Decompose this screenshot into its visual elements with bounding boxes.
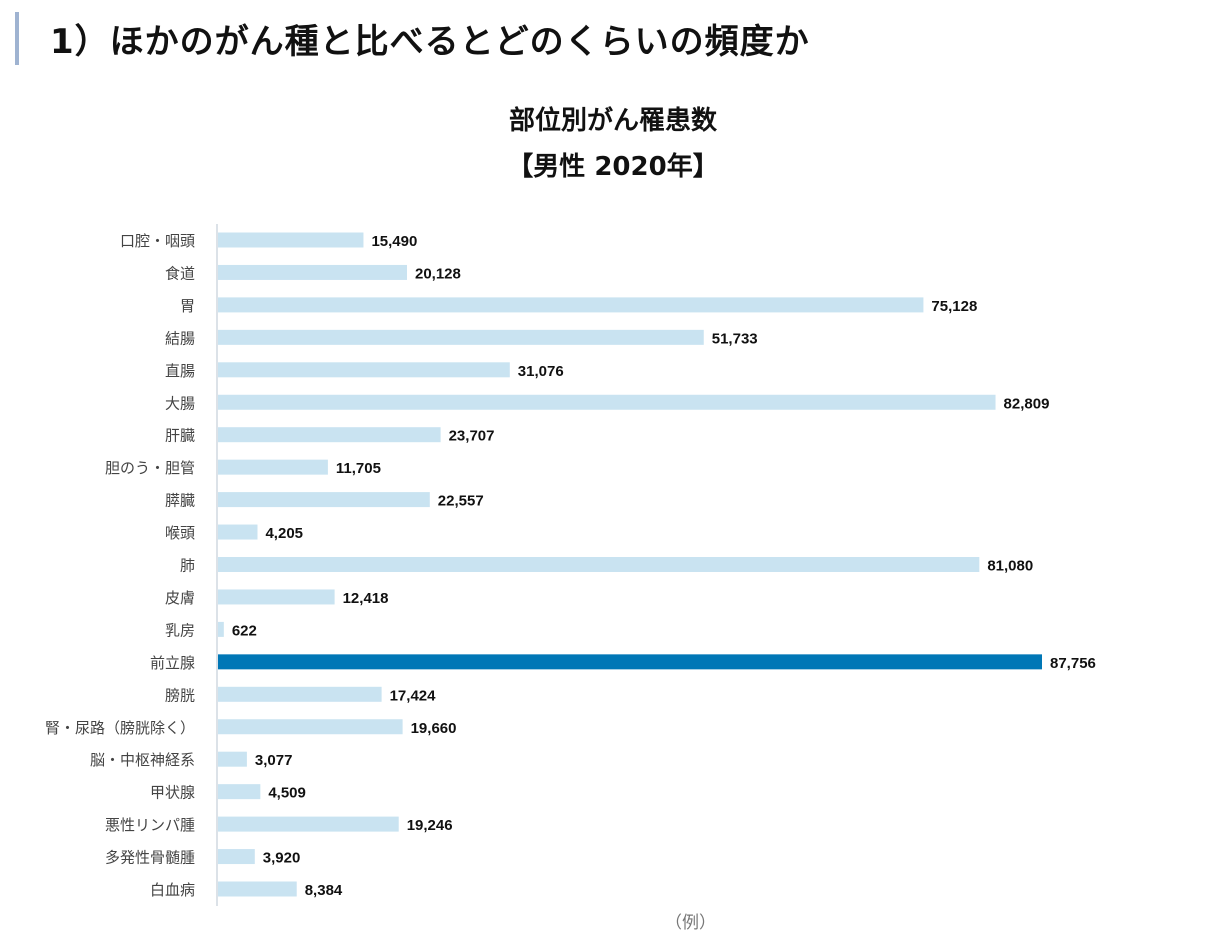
data-label: 51,733 [712,330,758,347]
section-heading: 1）ほかのがん種と比べるとどのくらいの頻度か [50,22,810,62]
category-label: 悪性リンパ腫 [105,816,195,834]
bar-3 [218,329,704,345]
category-label: 皮膚 [165,589,195,607]
data-label: 3,077 [255,752,293,769]
category-label: 結腸 [165,329,195,347]
example-note: （例） [665,913,716,933]
category-label: 多発性骨髄腫 [105,849,195,867]
category-label: 甲状腺 [150,784,195,802]
heading-accent-bar [15,12,19,65]
bar-15 [218,719,403,735]
category-label: 胆のう・胆管 [105,459,195,477]
category-label: 大腸 [165,394,195,412]
bar-5 [218,394,996,410]
bar-11 [218,589,335,605]
data-label: 82,809 [1004,395,1050,412]
bar-18 [218,816,399,832]
bar-13 [218,654,1042,670]
bar-17 [218,784,261,800]
data-label: 15,490 [371,233,417,250]
bar-19 [218,849,255,865]
data-label: 23,707 [449,428,495,445]
category-label: 膀胱 [165,686,195,704]
category-label: 乳房 [165,621,195,639]
category-label: 肝臓 [165,427,195,445]
bar-2 [218,297,924,313]
bar-4 [218,362,510,378]
bar-14 [218,686,382,702]
data-label: 20,128 [415,265,461,282]
data-label: 19,246 [407,817,453,834]
category-label: 前立腺 [150,654,195,672]
category-label: 肺 [180,557,195,575]
category-label: 腎・尿路（膀胱除く） [45,719,195,737]
data-label: 75,128 [931,298,977,315]
bar-8 [218,492,430,508]
category-label: 膵臓 [165,492,195,510]
chart-subtitle: 【男性 2020年】 [507,152,719,182]
bar-0 [218,232,364,248]
bar-1 [218,264,407,280]
data-label: 4,205 [265,525,303,542]
data-label: 12,418 [343,590,389,607]
chart-title: 部位別がん罹患数 [508,106,717,136]
data-label: 22,557 [438,493,484,510]
bar-12 [218,621,224,637]
category-label: 脳・中枢神経系 [90,751,195,769]
bar-20 [218,881,297,897]
data-label: 8,384 [305,882,343,899]
data-label: 4,509 [268,785,306,802]
data-label: 31,076 [518,363,564,380]
category-label: 食道 [165,264,195,282]
bar-6 [218,427,441,443]
data-label: 3,920 [263,850,301,867]
category-label: 口腔・咽頭 [120,232,195,250]
data-label: 81,080 [987,558,1033,575]
data-label: 17,424 [390,687,437,704]
bar-16 [218,751,247,767]
bar-7 [218,459,328,475]
category-label: 白血病 [150,881,195,899]
data-label: 11,705 [336,460,381,477]
data-label: 622 [232,622,257,639]
bar-10 [218,557,980,572]
category-label: 胃 [180,297,195,315]
data-label: 87,756 [1050,655,1096,672]
bar-9 [218,524,258,540]
data-label: 19,660 [411,720,457,737]
category-label: 直腸 [165,362,195,380]
category-label: 喉頭 [165,524,195,542]
